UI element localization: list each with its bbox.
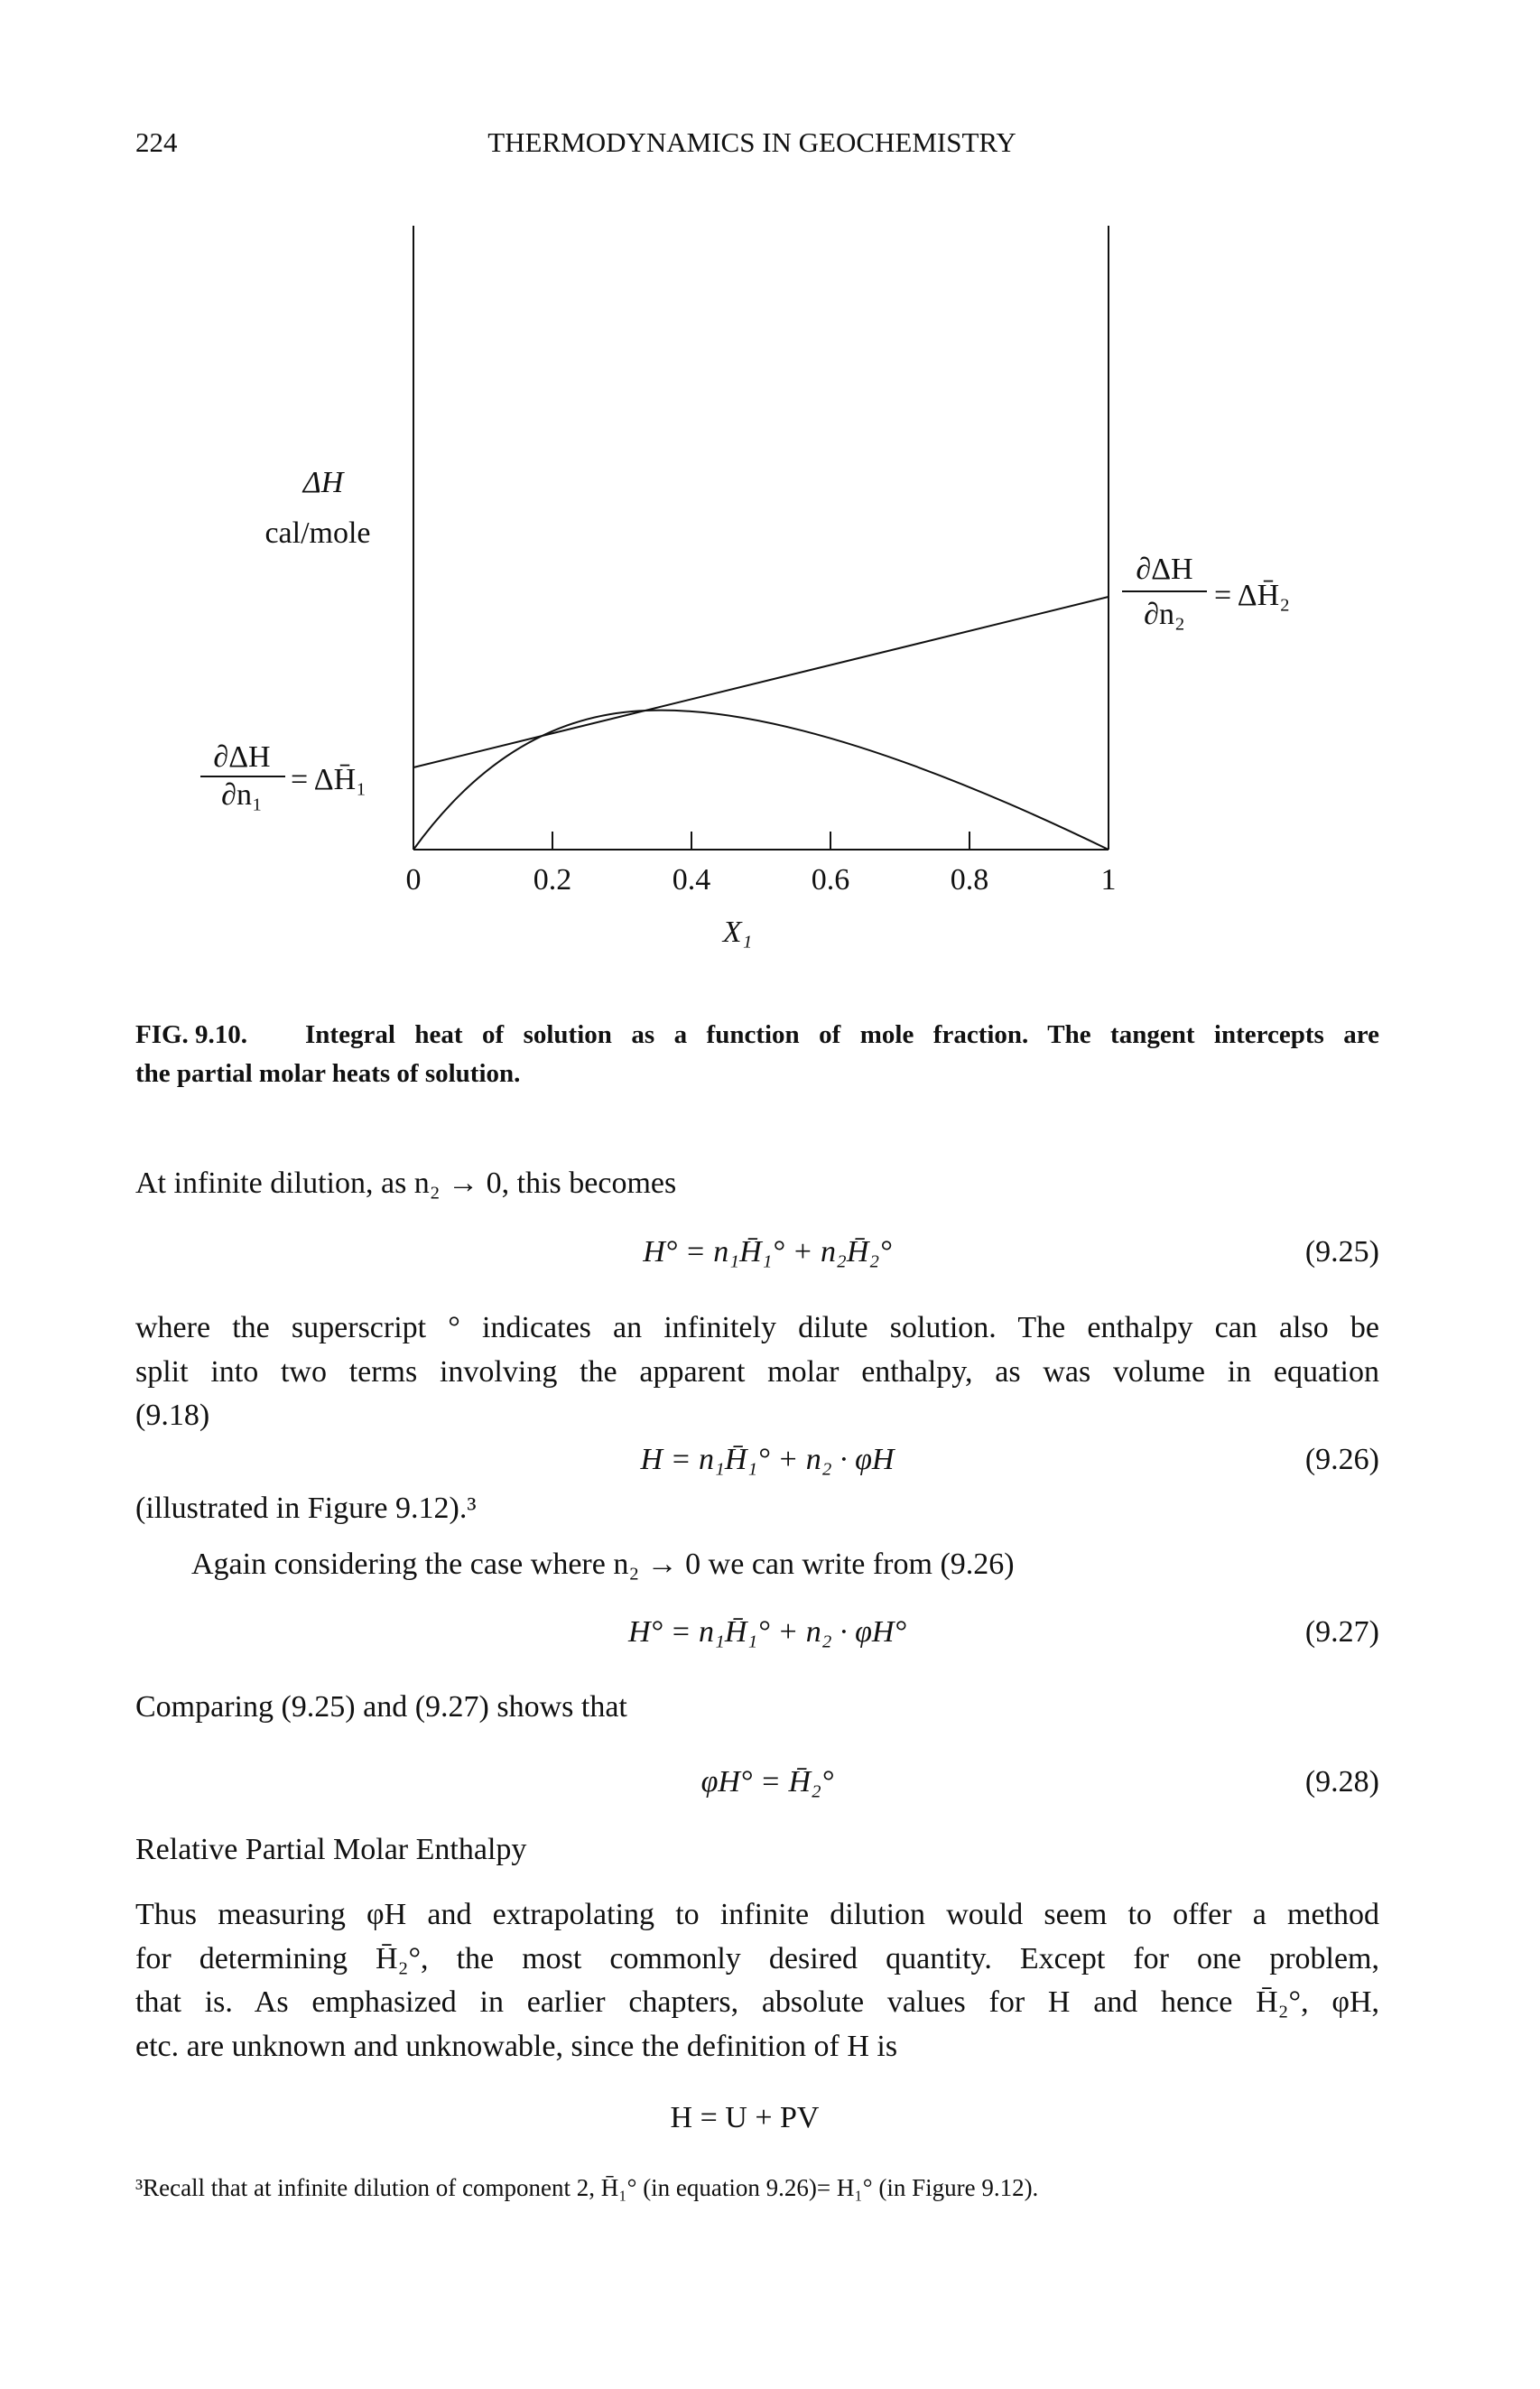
text-line: (illustrated in Figure 9.12).³ bbox=[135, 1492, 477, 1525]
equation-number: (9.25) bbox=[1304, 1235, 1379, 1269]
x-tick-label: 0.2 bbox=[533, 863, 572, 897]
caption-line: the partial molar heats of solution. bbox=[135, 1059, 521, 1088]
text-line: Thus measuring φH and extrapolating to i… bbox=[135, 1898, 1379, 1931]
right-rhs: = ΔH̄₂ bbox=[1214, 579, 1290, 612]
text-line: split into two terms involving the appar… bbox=[135, 1354, 1379, 1389]
caption-line: Integral heat of solution as a function … bbox=[305, 1020, 1379, 1049]
section-heading: Relative Partial Molar Enthalpy bbox=[135, 1833, 527, 1866]
x-label: X₁ bbox=[721, 916, 753, 949]
heat-curve bbox=[413, 709, 1109, 851]
right-denominator: ∂n₂ bbox=[1144, 598, 1185, 631]
tangent-line bbox=[413, 596, 1109, 768]
right-numerator: ∂ΔH bbox=[1136, 553, 1192, 586]
text-line: Again considering the case where n₂ → 0 … bbox=[191, 1548, 1015, 1581]
x-tick-label: 0.4 bbox=[673, 863, 711, 897]
left-denominator: ∂n₁ bbox=[221, 778, 263, 812]
left-numerator: ∂ΔH bbox=[213, 740, 270, 774]
text-line: Comparing (9.25) and (9.27) shows that bbox=[135, 1690, 627, 1724]
x-tick-label: 0.6 bbox=[812, 863, 850, 897]
equation-number: (9.28) bbox=[1304, 1765, 1379, 1799]
page-number: 224 bbox=[135, 126, 178, 158]
x-tick-label: 0 bbox=[406, 863, 422, 897]
equation: H = U + PV bbox=[670, 2101, 820, 2134]
text-line: for determining H̄₂°, the most commonly … bbox=[135, 1941, 1379, 1975]
equation: H° = n₁H̄₁° + n₂H̄₂° bbox=[643, 1235, 892, 1269]
y-label: ΔH bbox=[302, 466, 346, 499]
left-rhs: = ΔH̄₁ bbox=[291, 763, 366, 796]
equation-number: (9.26) bbox=[1304, 1443, 1379, 1476]
footnote: ³Recall that at infinite dilution of com… bbox=[135, 2174, 1039, 2201]
running-title: THERMODYNAMICS IN GEOCHEMISTRY bbox=[487, 126, 1016, 158]
text-line: where the superscript ° indicates an inf… bbox=[135, 1311, 1379, 1344]
equation: H = n₁H̄₁° + n₂ · φH bbox=[640, 1443, 895, 1476]
text-line: that is. As emphasized in earlier chapte… bbox=[135, 1985, 1379, 2019]
caption-label: FIG. 9.10. bbox=[135, 1020, 248, 1049]
y-unit: cal/mole bbox=[264, 516, 370, 550]
text-line: etc. are unknown and unknowable, since t… bbox=[135, 2029, 898, 2063]
text-line: (9.18) bbox=[135, 1399, 210, 1432]
text-line: At infinite dilution, as n₂ → 0, this be… bbox=[135, 1167, 677, 1200]
equation: H° = n₁H̄₁° + n₂ · φH° bbox=[627, 1615, 907, 1649]
x-tick-label: 0.8 bbox=[951, 863, 989, 897]
x-tick-label: 1 bbox=[1101, 863, 1117, 897]
equation: φH° = H̄₂° bbox=[700, 1765, 834, 1799]
equation-number: (9.27) bbox=[1304, 1615, 1379, 1649]
figure: ΔH cal/mole ∂ΔH ∂n₁ = ΔH̄₁ ∂ΔH ∂n₂ = ΔH̄… bbox=[200, 226, 1290, 949]
